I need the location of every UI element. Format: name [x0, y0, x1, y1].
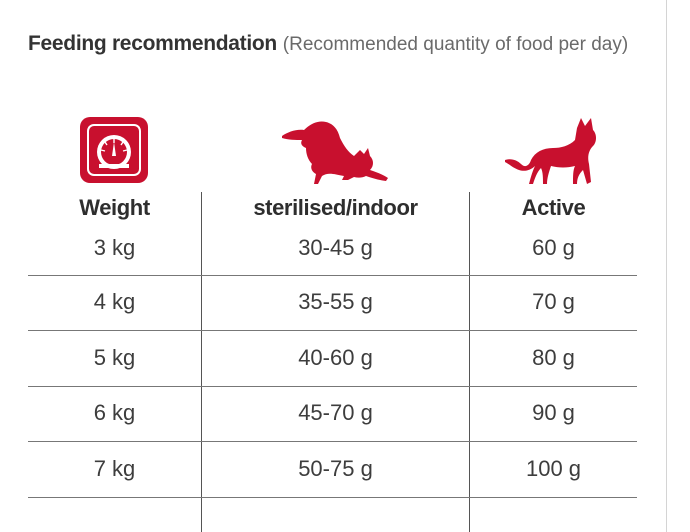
cell-active: 60 g: [532, 235, 575, 260]
column-divider: [201, 192, 202, 532]
cell-active: 70 g: [532, 289, 575, 314]
cell-weight: 7 kg: [93, 456, 136, 481]
stretching-cat-icon: [278, 114, 390, 186]
cell-active: 100 g: [525, 456, 582, 481]
column-divider: [469, 192, 470, 532]
row-divider: [28, 275, 637, 276]
row-divider: [28, 497, 637, 498]
cell-weight: 5 kg: [93, 345, 136, 370]
cell-sterilised: 45-70 g: [298, 400, 373, 425]
standing-cat-icon: [503, 114, 601, 186]
feeding-subtitle: (Recommended quantity of food per day): [282, 34, 629, 55]
cell-sterilised: 40-60 g: [298, 345, 373, 370]
row-divider: [28, 330, 637, 331]
feeding-heading: Feeding recommendation (Recommended quan…: [28, 26, 640, 63]
cell-weight: 3 kg: [93, 235, 136, 260]
feeding-table: Weight sterilised/indoor Active 3 kg 30-…: [28, 192, 637, 532]
row-divider: [28, 386, 637, 387]
header-sterilised: sterilised/indoor: [253, 195, 418, 220]
cell-active: 80 g: [532, 345, 575, 370]
page-edge-divider: [666, 0, 667, 532]
scale-icon: [79, 116, 149, 184]
cell-active: 90 g: [532, 400, 575, 425]
cell-sterilised: 50-75 g: [298, 456, 373, 481]
feeding-title: Feeding recommendation: [28, 32, 277, 55]
row-divider: [28, 441, 637, 442]
header-active: Active: [521, 195, 586, 220]
cell-sterilised: 30-45 g: [298, 235, 373, 260]
cell-weight: 6 kg: [93, 400, 136, 425]
header-weight: Weight: [79, 195, 150, 220]
cell-sterilised: 35-55 g: [298, 289, 373, 314]
cell-weight: 4 kg: [93, 289, 136, 314]
